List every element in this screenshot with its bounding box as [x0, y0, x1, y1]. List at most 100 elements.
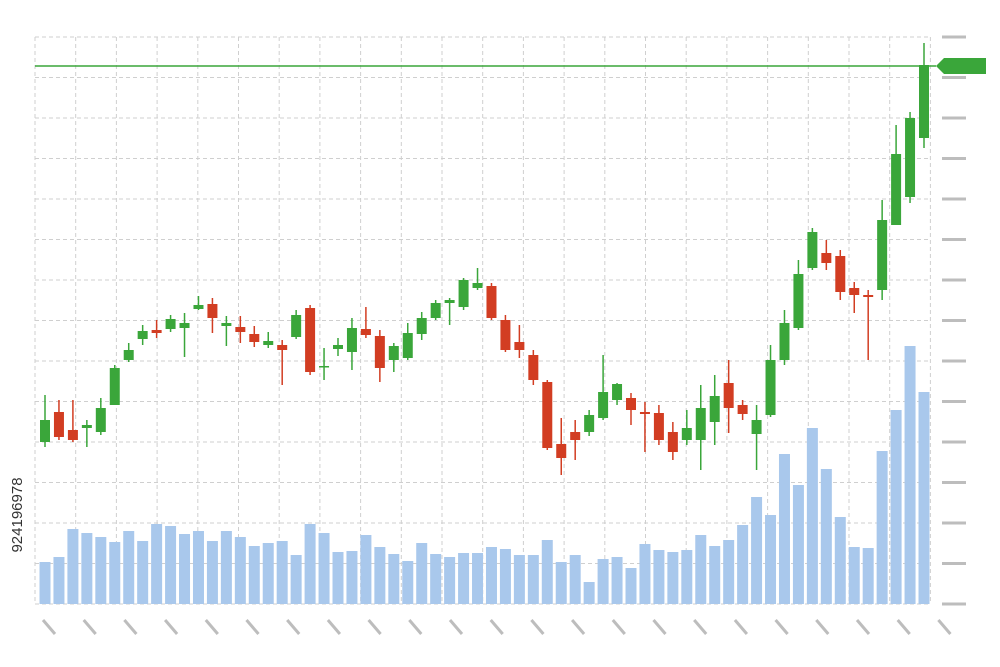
volume-bar: [904, 346, 916, 604]
x-axis-dash: [652, 619, 667, 635]
candle-body: [53, 412, 64, 437]
x-axis-dash: [855, 619, 871, 635]
volume-bar: [569, 555, 581, 604]
candle-body: [263, 341, 274, 345]
candle-body: [221, 323, 232, 326]
volume-bar: [39, 562, 51, 604]
volume-bar: [290, 555, 302, 604]
candle-body: [737, 405, 748, 414]
x-axis-dash: [163, 619, 179, 635]
candle-body: [919, 65, 929, 138]
volume-bar: [625, 568, 637, 604]
x-axis-dash: [733, 619, 749, 635]
candle-body: [709, 396, 720, 422]
volume-bar: [472, 553, 484, 604]
candle-body: [95, 408, 106, 432]
candle-body: [207, 304, 218, 318]
x-axis-dash: [367, 619, 382, 635]
volume-bar: [206, 541, 218, 604]
candle-body: [570, 432, 581, 440]
candle-body: [835, 256, 846, 292]
candle-body: [249, 334, 260, 342]
volume-bar: [583, 582, 595, 604]
volume-bar: [834, 517, 846, 604]
x-axis-dash: [326, 619, 342, 635]
candle-body: [681, 428, 692, 440]
volume-bar: [234, 537, 246, 604]
x-axis-dash: [693, 619, 708, 635]
volume-bar: [709, 546, 721, 604]
volume-bar: [430, 554, 442, 604]
volume-bar: [890, 410, 902, 604]
x-axis-dash: [41, 619, 57, 635]
volume-bar: [751, 497, 763, 604]
volume-bar: [81, 533, 93, 604]
volume-bar: [388, 554, 400, 604]
candle-body: [891, 154, 902, 225]
x-axis-dash: [774, 619, 789, 635]
candle-body: [388, 346, 399, 360]
candle-body: [528, 355, 539, 380]
volume-bar: [597, 559, 609, 604]
volume-bar: [360, 535, 372, 604]
volume-bar: [165, 526, 177, 604]
candle-body: [346, 328, 357, 352]
volume-bar: [527, 555, 539, 604]
candle-body: [165, 319, 176, 329]
volume-bar: [555, 562, 567, 604]
candle-body: [402, 333, 413, 358]
volume-bar: [276, 541, 288, 604]
candle-body: [319, 366, 330, 368]
volume-bar: [53, 557, 65, 604]
volume-bar: [862, 548, 874, 604]
candle-body: [598, 392, 609, 418]
volume-bar: [346, 551, 358, 604]
watermark: 924196978: [9, 477, 26, 552]
candle-body: [821, 253, 832, 263]
x-axis-dash: [815, 619, 830, 635]
x-axis-dash: [286, 619, 301, 635]
x-axis-dash: [245, 619, 260, 635]
volume-bar: [541, 540, 553, 604]
candle-body: [849, 288, 860, 295]
candle-body: [863, 295, 874, 297]
candle-body: [109, 368, 120, 405]
candle-body: [123, 350, 134, 360]
volume-bar: [765, 515, 777, 604]
x-axis-dash: [204, 619, 219, 635]
x-axis-dash: [123, 619, 138, 635]
candle-body: [444, 300, 455, 303]
volume-bar: [123, 531, 135, 604]
candle-body: [542, 382, 553, 448]
volume-bar: [179, 534, 191, 604]
candle-body: [67, 430, 78, 440]
volume-bar: [485, 547, 497, 604]
candle-body: [779, 323, 790, 360]
volume-bar: [778, 454, 790, 604]
candle-body: [193, 305, 204, 309]
candle-body: [81, 425, 92, 428]
x-axis-dash: [570, 619, 586, 635]
volume-bar: [499, 549, 511, 604]
volume-bar: [220, 531, 232, 604]
candle-body: [626, 398, 636, 410]
volume-bar: [109, 542, 121, 604]
volume-bar: [848, 547, 860, 604]
candle-body: [695, 408, 706, 440]
candle-body: [807, 232, 818, 268]
x-axis-dash: [448, 619, 464, 635]
candle-body: [458, 280, 469, 307]
volume-bar: [792, 485, 804, 604]
candle-body: [305, 308, 316, 372]
volume-bar: [737, 525, 749, 604]
x-axis-dash: [611, 619, 626, 635]
candle-body: [374, 336, 385, 368]
candle-body: [360, 329, 371, 335]
candle-body: [486, 286, 497, 318]
volume-bar: [151, 524, 163, 604]
volume-bar: [262, 543, 274, 604]
candle-body: [235, 327, 246, 332]
candle-body: [500, 320, 511, 350]
volume-bar: [806, 428, 818, 604]
x-axis-dash: [937, 619, 952, 635]
